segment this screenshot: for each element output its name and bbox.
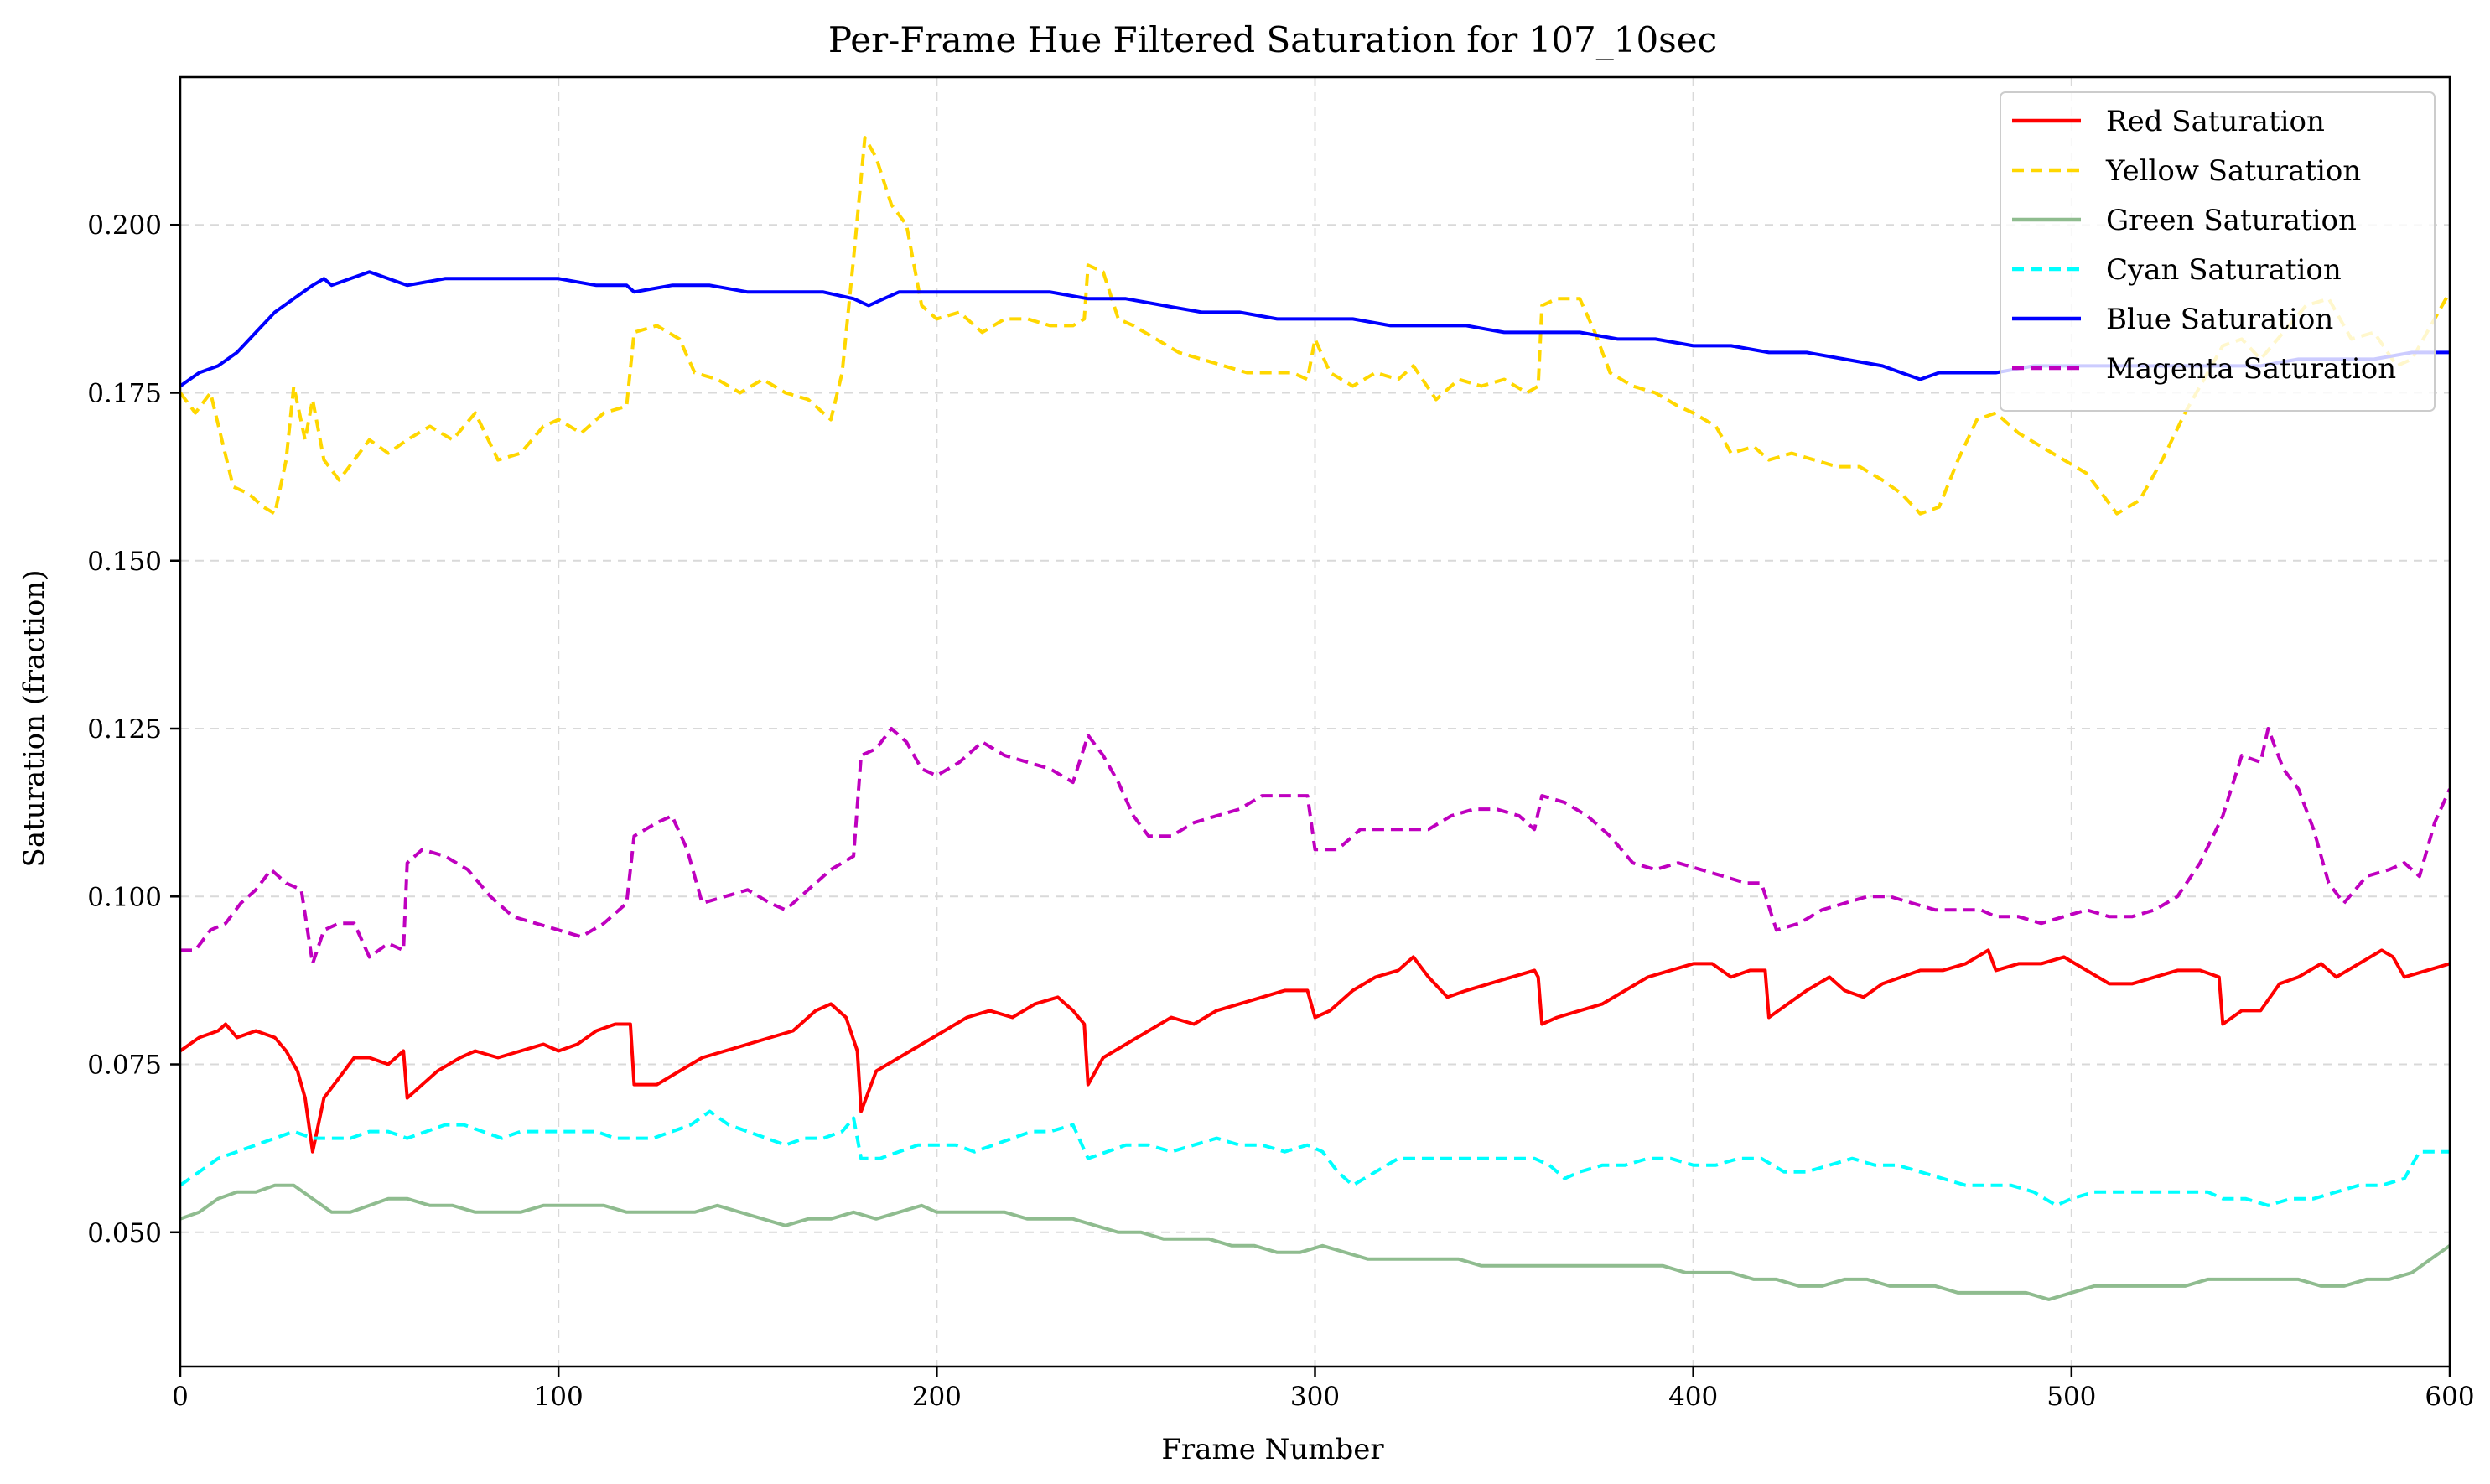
- legend: Red Saturation Yellow Saturation Green Sat…: [2000, 91, 2436, 412]
- series-line-magenta-saturation: [180, 727, 2450, 966]
- series-group: [180, 136, 2450, 1301]
- y-tick-label: 0.075: [87, 1051, 162, 1081]
- y-axis-label: Saturation (fraction): [18, 570, 51, 868]
- y-tick-label: 0.200: [87, 210, 162, 241]
- series-line-cyan-saturation: [180, 1109, 2450, 1207]
- legend-entry-label: Red Saturation: [2106, 105, 2325, 138]
- legend-entry-label: Cyan Saturation: [2106, 253, 2342, 287]
- legend-box: [2000, 91, 2436, 412]
- series-line-yellow-saturation: [180, 136, 2450, 516]
- axis-ticks: 0 100 200 300 400 500 600 0.050 0.075 0.100 0.125 0…: [87, 210, 2474, 1412]
- x-tick-label: 400: [1668, 1382, 1718, 1412]
- y-tick-label: 0.150: [87, 547, 162, 577]
- y-tick-label: 0.175: [87, 378, 162, 408]
- y-tick-label: 0.100: [87, 882, 162, 912]
- x-tick-label: 300: [1290, 1382, 1340, 1412]
- x-tick-label: 600: [2425, 1382, 2474, 1412]
- x-tick-label: 200: [912, 1382, 962, 1412]
- y-tick-label: 0.050: [87, 1218, 162, 1248]
- legend-entry-label: Green Saturation: [2106, 204, 2357, 237]
- legend-entry-label: Magenta Saturation: [2106, 352, 2396, 386]
- x-axis-label: Frame Number: [1161, 1433, 1384, 1466]
- series-line-red-saturation: [180, 948, 2450, 1154]
- series-line-green-saturation: [180, 1183, 2450, 1301]
- x-tick-label: 500: [2046, 1382, 2096, 1412]
- y-tick-label: 0.125: [87, 714, 162, 745]
- x-tick-label: 100: [534, 1382, 584, 1412]
- legend-entry-label: Yellow Saturation: [2105, 154, 2361, 188]
- legend-entry-label: Blue Saturation: [2106, 303, 2333, 336]
- chart-title: Per-Frame Hue Filtered Saturation for 10…: [828, 19, 1717, 60]
- x-tick-label: 0: [172, 1382, 189, 1412]
- series-line-blue-saturation: [180, 270, 2450, 388]
